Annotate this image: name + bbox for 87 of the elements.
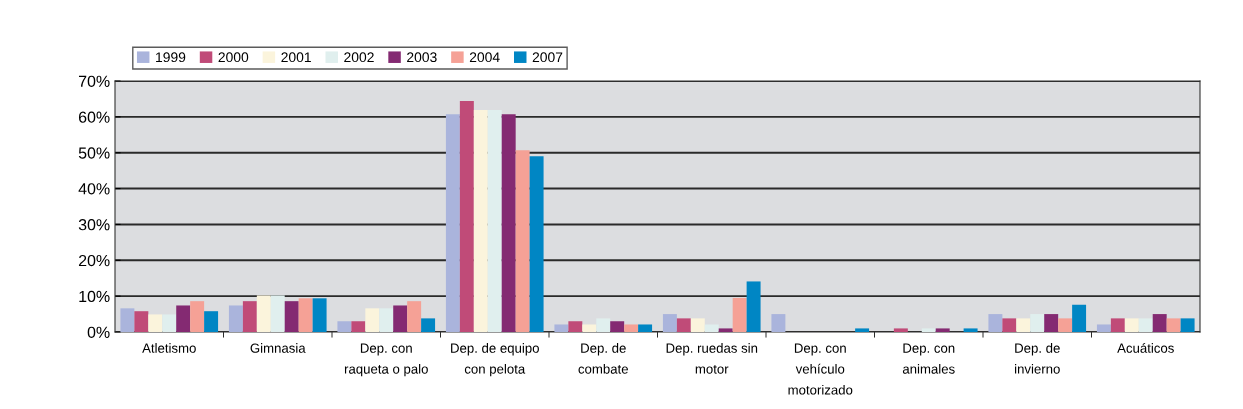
legend-label: 2003	[407, 52, 437, 63]
bar	[529, 156, 544, 332]
y-tick-label: 10%	[79, 290, 110, 303]
bar	[1152, 314, 1167, 332]
bar	[662, 314, 677, 332]
bar	[1096, 324, 1111, 332]
y-tick-label: 40%	[78, 183, 110, 195]
bar	[676, 318, 691, 332]
bar	[407, 301, 422, 332]
bar	[242, 301, 257, 332]
bar	[1110, 318, 1125, 332]
bar	[1058, 318, 1073, 332]
bar	[148, 314, 163, 332]
bar	[638, 324, 653, 332]
bar	[1180, 318, 1195, 332]
bar	[312, 298, 327, 332]
bar	[893, 328, 908, 332]
bar	[393, 305, 408, 332]
legend-label: 2000	[218, 52, 249, 63]
legend-label: 2002	[344, 52, 374, 63]
y-tick-label: 30%	[78, 219, 110, 231]
bar	[351, 321, 366, 332]
bar	[732, 297, 747, 332]
bar	[298, 298, 313, 332]
bar	[1124, 318, 1139, 332]
bar	[1044, 314, 1059, 332]
bar	[445, 114, 460, 332]
legend-label: 2001	[281, 52, 311, 63]
bar	[690, 318, 705, 332]
bar	[921, 328, 936, 332]
x-tick-label: Dep. con vehículo motorizado	[788, 343, 853, 395]
bar	[1016, 318, 1031, 332]
bar	[1138, 318, 1153, 332]
x-tick-label: Dep. de combate	[578, 343, 628, 374]
y-tick-label: 70%	[78, 75, 110, 87]
bar	[228, 305, 243, 332]
bar	[963, 328, 978, 332]
bar	[162, 314, 177, 332]
y-tick-label: 50%	[78, 147, 110, 159]
bar	[988, 314, 1003, 332]
bar	[134, 311, 149, 332]
x-tick-label: Gimnasia	[250, 343, 306, 353]
bar	[718, 328, 733, 332]
bar	[935, 328, 950, 332]
bar	[459, 101, 474, 332]
x-tick-label: Dep. ruedas sin motor	[666, 343, 758, 374]
bar	[256, 295, 271, 332]
bar	[473, 110, 488, 332]
bar	[1002, 318, 1017, 332]
bar	[365, 308, 380, 332]
bar	[120, 308, 135, 332]
bar	[421, 318, 436, 332]
bar	[190, 301, 205, 332]
bar	[487, 110, 502, 332]
bar	[582, 324, 597, 332]
bar	[204, 311, 219, 332]
y-tick-label: 0%	[87, 326, 110, 338]
x-tick-label: Dep. con animales	[902, 343, 955, 374]
x-tick-label: Dep. con raqueta o palo	[344, 343, 428, 377]
legend-label: 2007	[532, 52, 563, 63]
x-tick-label: Dep. de invierno	[1015, 343, 1060, 374]
bar	[501, 114, 516, 332]
bar	[554, 324, 569, 332]
bar	[515, 150, 530, 332]
y-tick-label: 60%	[78, 111, 110, 123]
bar	[1166, 318, 1181, 332]
x-tick-label: Atletismo	[142, 343, 196, 353]
bar	[176, 305, 191, 332]
bar	[855, 328, 870, 332]
bar	[284, 301, 299, 332]
bar	[704, 324, 719, 332]
y-tick-label: 20%	[78, 254, 110, 267]
bar	[568, 321, 583, 332]
x-tick-label: Acuáticos	[1117, 342, 1174, 353]
bar	[1072, 304, 1087, 332]
legend-label: 1999	[156, 52, 186, 63]
bar	[771, 314, 786, 332]
bar	[379, 308, 394, 332]
x-tick-label: Dep. de equipo con pelota	[451, 343, 539, 377]
bar	[624, 324, 639, 332]
bar	[610, 321, 625, 332]
bar	[1030, 314, 1045, 332]
legend-label: 2004	[469, 52, 500, 63]
bar	[596, 318, 611, 332]
bar	[337, 321, 352, 332]
bar	[270, 295, 285, 332]
bar	[746, 281, 761, 332]
